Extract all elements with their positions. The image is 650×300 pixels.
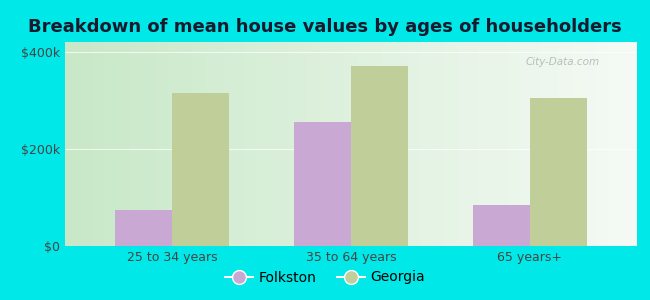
Bar bbox=[294, 122, 351, 246]
Text: Breakdown of mean house values by ages of householders: Breakdown of mean house values by ages o… bbox=[28, 18, 622, 36]
Bar bbox=[473, 205, 530, 246]
Legend: Folkston, Georgia: Folkston, Georgia bbox=[220, 265, 430, 290]
Bar bbox=[530, 98, 587, 246]
Bar bbox=[172, 93, 229, 246]
Bar bbox=[351, 66, 408, 246]
Bar bbox=[115, 210, 172, 246]
Text: City-Data.com: City-Data.com bbox=[526, 57, 600, 68]
